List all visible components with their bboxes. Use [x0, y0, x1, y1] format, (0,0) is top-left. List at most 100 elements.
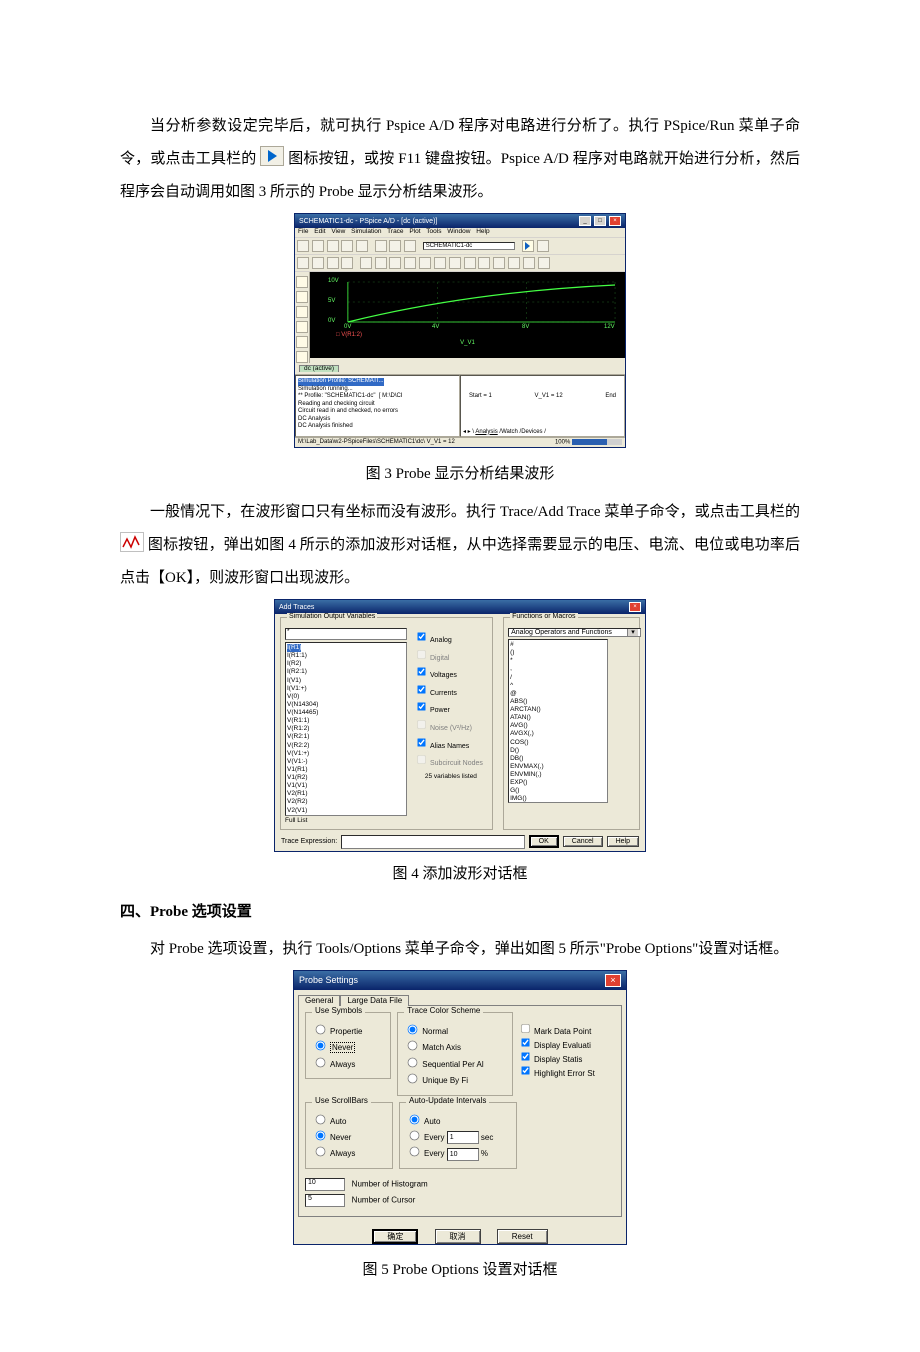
cancel-button[interactable]: 取消 — [435, 1229, 481, 1244]
menu-help[interactable]: Help — [476, 228, 489, 235]
chk-highlight-err[interactable]: Highlight Error St — [519, 1064, 615, 1078]
toolbar-button[interactable] — [419, 257, 431, 269]
radio-propertie[interactable]: Propertie — [314, 1023, 384, 1039]
side-button[interactable] — [296, 336, 308, 348]
menu-plot[interactable]: Plot — [409, 228, 420, 235]
group-legend: Functions or Macros — [510, 613, 577, 620]
tab-general[interactable]: General — [298, 995, 340, 1006]
run-button[interactable] — [522, 240, 534, 252]
chk-currents[interactable]: Currents — [415, 683, 483, 701]
maximize-button[interactable]: □ — [594, 216, 606, 226]
ok-button[interactable]: OK — [529, 835, 559, 848]
toolbar-button[interactable] — [449, 257, 461, 269]
side-button[interactable] — [296, 306, 308, 318]
radio-never[interactable]: Never — [314, 1129, 386, 1145]
toolbar-button[interactable] — [341, 257, 353, 269]
side-button[interactable] — [296, 276, 308, 288]
toolbar-button[interactable] — [538, 257, 550, 269]
toolbar-button[interactable] — [375, 257, 387, 269]
toolbar-button[interactable] — [389, 240, 401, 252]
menubar[interactable]: File Edit View Simulation Trace Plot Too… — [295, 228, 625, 238]
every-pct-input[interactable]: 10 — [447, 1148, 479, 1161]
full-list-label[interactable]: Full List — [285, 818, 407, 825]
titlebar[interactable]: SCHEMATIC1-dc - PSpice A/D - [dc (active… — [295, 214, 625, 228]
toolbar-button[interactable] — [312, 240, 324, 252]
log-area[interactable]: Simulation Profile: SCHEMATI... Simulati… — [295, 375, 460, 437]
minimize-button[interactable]: _ — [579, 216, 591, 226]
menu-edit[interactable]: Edit — [314, 228, 325, 235]
radio-never[interactable]: Never — [314, 1039, 384, 1055]
cancel-button[interactable]: Cancel — [563, 836, 603, 847]
toolbar-button[interactable] — [312, 257, 324, 269]
chk-alias[interactable]: Alias Names — [415, 736, 483, 754]
close-button[interactable]: × — [629, 602, 641, 612]
side-button[interactable] — [296, 351, 308, 363]
tab-dc[interactable]: dc (active) — [299, 365, 339, 373]
radio-always[interactable]: Always — [314, 1145, 386, 1161]
tab-large-data[interactable]: Large Data File — [340, 995, 409, 1006]
cursor-input[interactable]: 5 — [305, 1194, 345, 1207]
reset-button[interactable]: Reset — [497, 1229, 548, 1244]
menu-simulation[interactable]: Simulation — [351, 228, 381, 235]
toolbar-button[interactable] — [327, 257, 339, 269]
toolbar-button[interactable] — [389, 257, 401, 269]
toolbar-button[interactable] — [327, 240, 339, 252]
toolbar-button[interactable] — [464, 257, 476, 269]
toolbar-button[interactable] — [356, 240, 368, 252]
toolbar-button[interactable] — [297, 257, 309, 269]
chk-mark-data[interactable]: Mark Data Point — [519, 1022, 615, 1036]
toolbar-button[interactable] — [508, 257, 520, 269]
radio-always[interactable]: Always — [314, 1056, 384, 1072]
plot-area[interactable]: 10V 5V 0V 0V 4V 8V 12V □ V(R1:2) V_V1 — [310, 272, 625, 358]
log-wrap: Simulation Profile: SCHEMATI... Simulati… — [295, 374, 625, 437]
toolbar-button[interactable] — [478, 257, 490, 269]
chk-subckt: Subcircuit Nodes — [415, 753, 483, 771]
toolbar-button[interactable] — [404, 240, 416, 252]
variables-list[interactable]: I(R1) I(R1:1) I(R2) I(R2:1) I(V1) I(V1:+… — [285, 642, 407, 816]
toolbar-button[interactable] — [404, 257, 416, 269]
status-text: M:\Lab_Data\w2-PSpiceFiles\SCHEMATIC1\dc… — [298, 439, 455, 446]
radio-auto[interactable]: Auto — [314, 1113, 386, 1129]
trace-expr-input[interactable] — [341, 835, 525, 849]
functions-list[interactable]: # () * , / ^ @ ABS() ARCTAN() ATAN() AVG… — [508, 639, 608, 803]
profile-combo[interactable]: SCHEMATIC1-dc — [423, 242, 515, 250]
close-button[interactable]: × — [609, 216, 621, 226]
side-button[interactable] — [296, 321, 308, 333]
toolbar-button[interactable] — [360, 257, 372, 269]
toolbar-button[interactable] — [493, 257, 505, 269]
chk-display-stat[interactable]: Display Statis — [519, 1050, 615, 1064]
toolbar-button[interactable] — [341, 240, 353, 252]
side-button[interactable] — [296, 291, 308, 303]
chk-display-eval[interactable]: Display Evaluati — [519, 1036, 615, 1050]
menu-tools[interactable]: Tools — [426, 228, 441, 235]
toolbar-button[interactable] — [537, 240, 549, 252]
radio-match-axis[interactable]: Match Axis — [406, 1039, 506, 1055]
radio-unique[interactable]: Unique By Fi — [406, 1072, 506, 1088]
chk-voltages[interactable]: Voltages — [415, 665, 483, 683]
chk-analog[interactable]: Analog — [415, 630, 483, 648]
toolbar-button[interactable] — [375, 240, 387, 252]
titlebar[interactable]: Add Traces × — [275, 600, 645, 614]
menu-file[interactable]: File — [298, 228, 308, 235]
radio-auto[interactable]: Auto — [408, 1113, 510, 1129]
ok-button[interactable]: 确定 — [372, 1229, 418, 1244]
radio-every-pct[interactable]: Every 10 % — [408, 1145, 510, 1161]
functions-combo[interactable]: Analog Operators and Functions▾ — [508, 628, 641, 637]
titlebar[interactable]: Probe Settings × — [294, 971, 626, 990]
x-label: 4V — [432, 324, 439, 330]
close-button[interactable]: × — [605, 974, 621, 987]
caption-5: 图 5 Probe Options 设置对话框 — [120, 1258, 800, 1282]
radio-normal[interactable]: Normal — [406, 1023, 506, 1039]
histogram-input[interactable]: 10 — [305, 1178, 345, 1191]
menu-trace[interactable]: Trace — [387, 228, 403, 235]
radio-every-sec[interactable]: Every 1 sec — [408, 1129, 510, 1145]
menu-window[interactable]: Window — [447, 228, 470, 235]
toolbar-button[interactable] — [434, 257, 446, 269]
radio-sequential[interactable]: Sequential Per Al — [406, 1056, 506, 1072]
every-sec-input[interactable]: 1 — [447, 1131, 479, 1144]
menu-view[interactable]: View — [331, 228, 345, 235]
help-button[interactable]: Help — [607, 836, 639, 847]
toolbar-button[interactable] — [297, 240, 309, 252]
chk-power[interactable]: Power — [415, 700, 483, 718]
toolbar-button[interactable] — [523, 257, 535, 269]
